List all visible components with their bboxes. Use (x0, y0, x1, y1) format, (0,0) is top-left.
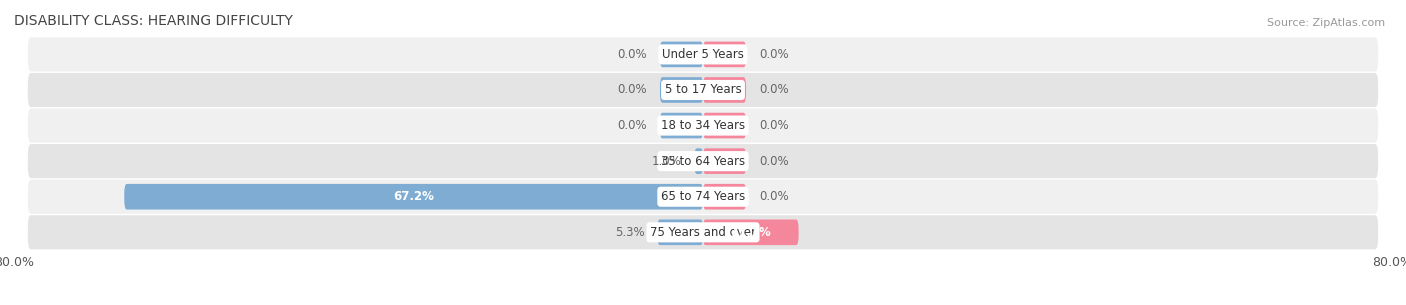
Text: 65 to 74 Years: 65 to 74 Years (661, 190, 745, 203)
FancyBboxPatch shape (695, 148, 703, 174)
FancyBboxPatch shape (28, 180, 1378, 214)
FancyBboxPatch shape (703, 220, 799, 245)
Text: 0.0%: 0.0% (617, 48, 647, 61)
FancyBboxPatch shape (28, 109, 1378, 143)
FancyBboxPatch shape (28, 215, 1378, 249)
FancyBboxPatch shape (124, 184, 703, 210)
Text: 0.0%: 0.0% (617, 84, 647, 96)
Text: 0.0%: 0.0% (617, 119, 647, 132)
FancyBboxPatch shape (659, 41, 703, 67)
Text: 0.0%: 0.0% (759, 48, 789, 61)
FancyBboxPatch shape (703, 184, 747, 210)
Text: 75 Years and over: 75 Years and over (650, 226, 756, 239)
FancyBboxPatch shape (28, 144, 1378, 178)
Text: 35 to 64 Years: 35 to 64 Years (661, 155, 745, 168)
Text: Source: ZipAtlas.com: Source: ZipAtlas.com (1267, 18, 1385, 28)
Text: 0.0%: 0.0% (759, 190, 789, 203)
FancyBboxPatch shape (659, 77, 703, 103)
Text: 5 to 17 Years: 5 to 17 Years (665, 84, 741, 96)
Text: 0.0%: 0.0% (759, 84, 789, 96)
Text: 0.0%: 0.0% (759, 155, 789, 168)
Text: 18 to 34 Years: 18 to 34 Years (661, 119, 745, 132)
Text: DISABILITY CLASS: HEARING DIFFICULTY: DISABILITY CLASS: HEARING DIFFICULTY (14, 15, 292, 28)
Text: 1.0%: 1.0% (652, 155, 682, 168)
FancyBboxPatch shape (703, 113, 747, 138)
FancyBboxPatch shape (659, 113, 703, 138)
FancyBboxPatch shape (703, 41, 747, 67)
FancyBboxPatch shape (28, 73, 1378, 107)
FancyBboxPatch shape (703, 77, 747, 103)
FancyBboxPatch shape (658, 220, 703, 245)
Text: 5.3%: 5.3% (614, 226, 644, 239)
Text: 0.0%: 0.0% (759, 119, 789, 132)
Text: Under 5 Years: Under 5 Years (662, 48, 744, 61)
FancyBboxPatch shape (703, 148, 747, 174)
Text: 11.1%: 11.1% (731, 226, 770, 239)
Text: 67.2%: 67.2% (394, 190, 434, 203)
FancyBboxPatch shape (28, 37, 1378, 71)
